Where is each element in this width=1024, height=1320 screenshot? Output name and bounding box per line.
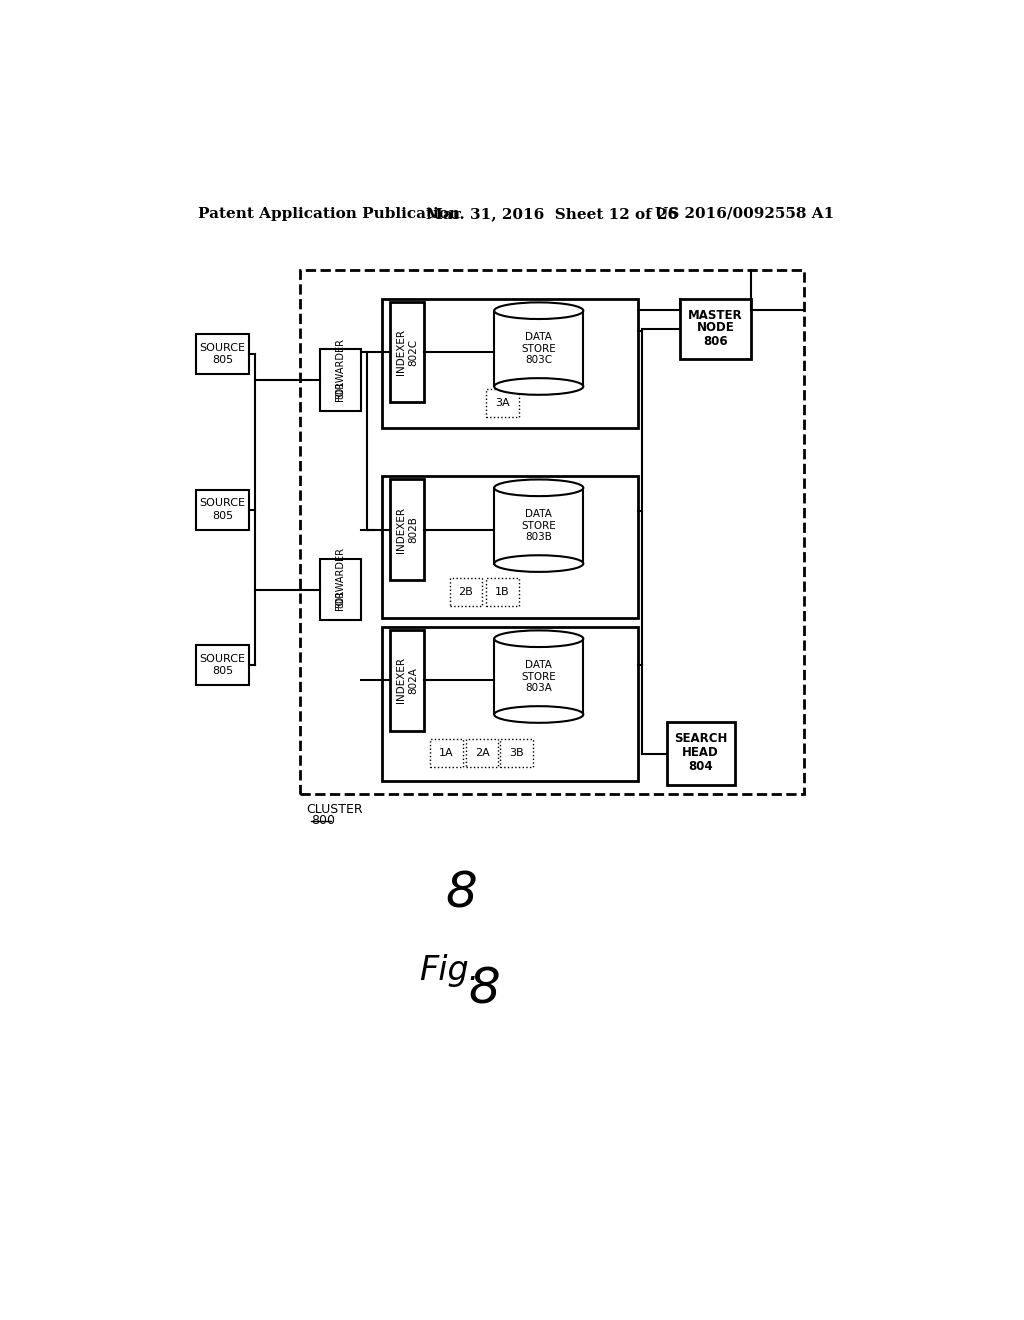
Ellipse shape [495,631,584,647]
Text: DATA
STORE
803A: DATA STORE 803A [521,660,556,693]
Bar [500,739,532,767]
Text: Fig.: Fig. [420,954,480,987]
Bar [300,271,804,793]
Bar [321,350,360,411]
Text: Mar. 31, 2016  Sheet 12 of 26: Mar. 31, 2016 Sheet 12 of 26 [426,207,679,220]
Text: 3B: 3B [509,748,523,758]
Bar [495,639,584,714]
Ellipse shape [495,556,584,572]
Bar [486,389,518,417]
Text: 805: 805 [212,667,233,676]
Text: 2B: 2B [459,587,473,597]
Ellipse shape [495,706,584,723]
Text: FORWARDER: FORWARDER [335,338,345,401]
Text: 1A: 1A [439,748,454,758]
Text: 800: 800 [311,813,335,826]
Text: 806: 806 [703,335,728,348]
Text: SOURCE: SOURCE [200,343,246,352]
Bar [321,558,360,620]
Bar [495,310,584,387]
Bar [667,722,735,785]
Text: US 2016/0092558 A1: US 2016/0092558 A1 [655,207,835,220]
Ellipse shape [495,302,584,319]
Bar [382,475,638,618]
Bar [390,302,424,403]
Text: 804: 804 [688,760,713,774]
Text: 801: 801 [335,590,345,609]
Text: 2A: 2A [475,748,489,758]
Text: DATA
STORE
803B: DATA STORE 803B [521,510,556,543]
Text: Patent Application Publication: Patent Application Publication [198,207,460,220]
Text: SOURCE: SOURCE [200,499,246,508]
Text: 805: 805 [212,511,233,520]
Bar [680,298,751,359]
Bar [382,298,638,428]
Text: SEARCH: SEARCH [674,733,727,746]
Text: FORWARDER: FORWARDER [335,548,345,610]
Text: MASTER: MASTER [688,309,742,322]
Text: 1B: 1B [495,587,510,597]
Ellipse shape [495,479,584,496]
Bar [430,739,463,767]
Text: 805: 805 [212,355,233,366]
Bar [197,490,249,529]
Text: 801: 801 [335,380,345,399]
Text: INDEXER
802A: INDEXER 802A [396,657,418,704]
Bar [495,488,584,564]
Text: NODE: NODE [696,321,734,334]
Bar [197,334,249,374]
Text: 8: 8 [469,966,501,1014]
Bar [390,479,424,579]
Text: HEAD: HEAD [682,746,719,759]
Bar [486,578,518,606]
Bar [450,578,482,606]
Bar [390,631,424,730]
Text: 3A: 3A [495,399,510,408]
Text: INDEXER
802C: INDEXER 802C [396,330,418,375]
Text: CLUSTER: CLUSTER [306,803,362,816]
Text: SOURCE: SOURCE [200,653,246,664]
Text: 8: 8 [445,870,477,917]
Bar [197,645,249,685]
Text: INDEXER
802B: INDEXER 802B [396,507,418,553]
Bar [382,627,638,780]
Ellipse shape [495,378,584,395]
Bar [466,739,499,767]
Text: DATA
STORE
803C: DATA STORE 803C [521,333,556,366]
